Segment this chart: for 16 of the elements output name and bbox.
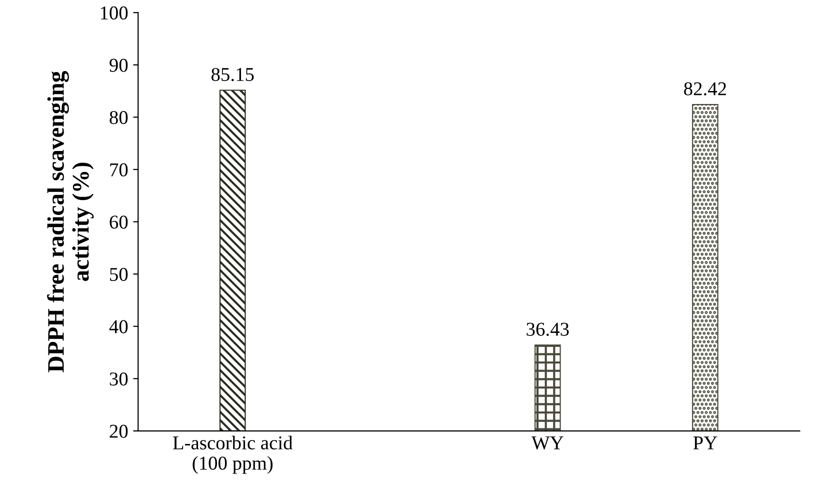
y-tick-label: 90 bbox=[110, 58, 128, 72]
x-tick-label: L-ascorbic acid (100 ppm) bbox=[172, 436, 293, 474]
data-label: 85.15 bbox=[211, 68, 254, 82]
y-tick-label: 50 bbox=[110, 268, 128, 281]
data-label: 82.42 bbox=[684, 82, 726, 96]
y-tick-label: 80 bbox=[110, 110, 128, 124]
y-tick-label: 40 bbox=[109, 320, 128, 334]
y-tick-label: 20 bbox=[110, 424, 128, 438]
y-tick-label: 30 bbox=[110, 372, 128, 386]
y-axis-title: DPPH free radical scavenging activity (%) bbox=[47, 71, 94, 372]
x-tick-label: PY bbox=[693, 436, 718, 450]
y-tick-label: 100 bbox=[100, 6, 128, 20]
y-tick-label: 60 bbox=[110, 216, 128, 229]
data-label: 36.43 bbox=[526, 322, 569, 336]
y-tick-label: 70 bbox=[110, 163, 128, 176]
x-tick-label: WY bbox=[531, 436, 564, 450]
